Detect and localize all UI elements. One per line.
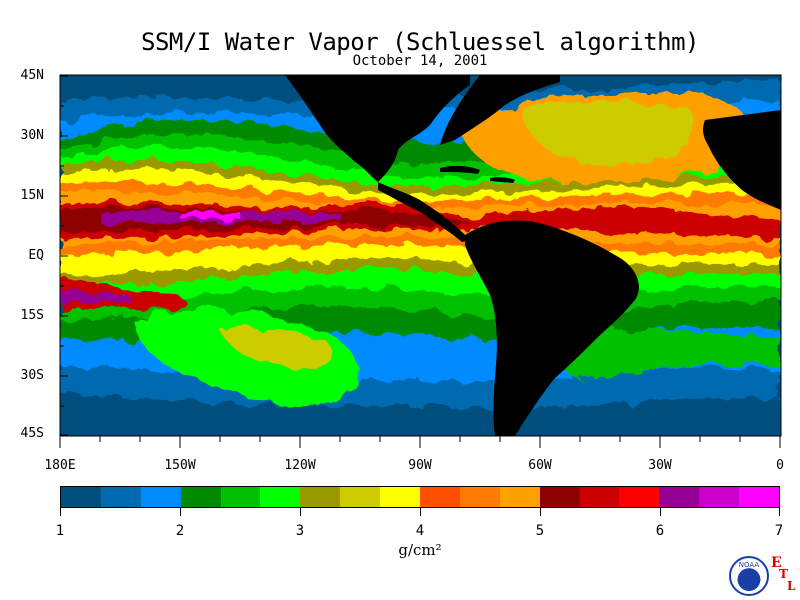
colorbar-swatch	[659, 487, 700, 507]
etl-logo-l: L	[787, 579, 796, 593]
x-label-0: 0	[776, 458, 784, 473]
y-label-15s: 15S	[20, 308, 44, 323]
page-title: SSM/I Water Vapor (Schluessel algorithm)	[141, 28, 699, 56]
x-label-90w: 90W	[408, 458, 432, 473]
colorbar-swatch	[340, 487, 381, 507]
colorbar-swatch	[539, 487, 580, 507]
y-label-30s: 30S	[20, 368, 44, 383]
colorbar-label-3: 3	[295, 523, 305, 539]
y-label-15n: 15N	[20, 188, 44, 203]
etl-logo-t: T	[779, 567, 788, 581]
colorbar-swatch	[300, 487, 341, 507]
colorbar-label-6: 6	[655, 523, 665, 539]
colorbar-swatch	[61, 487, 101, 507]
africa-land	[703, 110, 781, 210]
colorbar-swatch	[420, 487, 460, 507]
y-axis-ticks	[60, 75, 68, 436]
colorbar-label-4: 4	[415, 523, 425, 539]
colorbar-label-7: 7	[774, 523, 784, 539]
colorbar-swatch	[579, 487, 620, 507]
colorbar-label-1: 1	[55, 523, 65, 539]
colorbar-label-2: 2	[175, 523, 185, 539]
colorbar-swatch	[619, 487, 660, 507]
colorbar-swatch	[220, 487, 261, 507]
colorbar-unit: g/cm²	[398, 541, 442, 559]
y-label-45n: 45N	[20, 68, 44, 83]
north-america-land	[285, 75, 470, 182]
colorbar-swatch	[459, 487, 500, 507]
x-label-120w: 120W	[284, 458, 316, 473]
colorbar-swatch	[380, 487, 421, 507]
x-label-180e: 180E	[44, 458, 76, 473]
colorbar-label-5: 5	[535, 523, 545, 539]
y-label-eq: EQ	[28, 248, 44, 263]
colorbar-swatch	[140, 487, 181, 507]
colorbar-swatch	[499, 487, 540, 507]
south-america-land	[465, 220, 639, 436]
colorbar-swatch	[260, 487, 301, 507]
colorbar	[60, 486, 780, 508]
y-label-30n: 30N	[20, 128, 44, 143]
north-america-east	[440, 75, 560, 145]
etl-logo-e: E	[771, 555, 782, 571]
x-label-150w: 150W	[164, 458, 196, 473]
colorbar-swatch	[739, 487, 780, 507]
colorbar-swatch	[100, 487, 141, 507]
x-label-60w: 60W	[528, 458, 552, 473]
date-subtitle: October 14, 2001	[352, 53, 488, 69]
colorbar-swatch	[180, 487, 221, 507]
noaa-logo: NOAA	[729, 556, 769, 596]
colorbar-swatch	[699, 487, 740, 507]
noaa-logo-text: NOAA	[738, 561, 760, 569]
y-label-45s: 45S	[20, 426, 44, 441]
central-america-land	[378, 182, 470, 242]
x-axis-ticks	[59, 436, 781, 448]
x-label-30w: 30W	[648, 458, 672, 473]
